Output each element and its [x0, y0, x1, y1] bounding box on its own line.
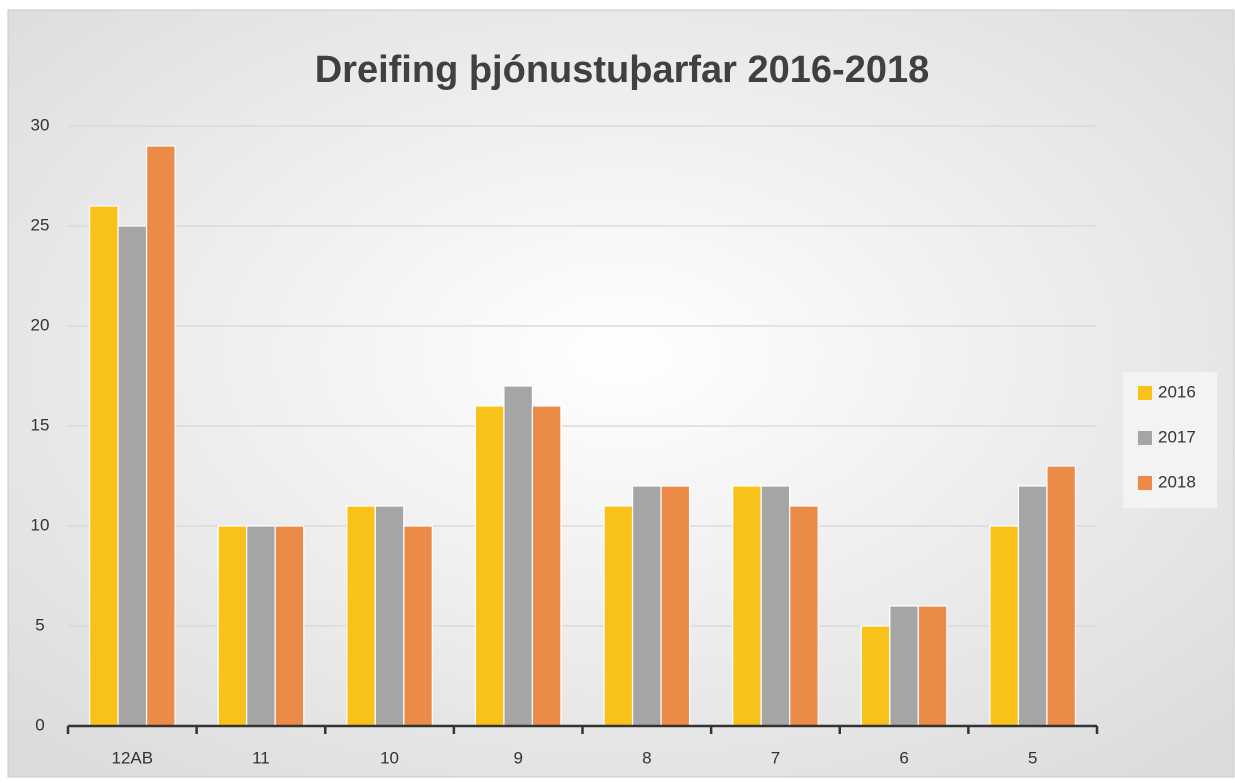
bar	[603, 505, 634, 727]
legend-swatch	[1138, 431, 1152, 445]
x-tick-label: 11	[252, 748, 270, 767]
bar	[88, 205, 119, 727]
bar	[760, 485, 791, 727]
y-tick-label: 10	[31, 515, 50, 534]
bar	[1017, 485, 1048, 727]
bar	[531, 405, 562, 727]
y-tick-label: 0	[35, 715, 44, 734]
x-tick-label: 9	[513, 748, 522, 767]
bar	[503, 385, 534, 727]
bar	[403, 525, 433, 727]
bar	[117, 225, 148, 727]
x-tick-label: 5	[1028, 748, 1037, 767]
x-tick-label: 7	[771, 748, 780, 767]
bar	[246, 525, 276, 727]
bar	[917, 605, 948, 727]
bar	[374, 505, 405, 727]
bar	[474, 405, 505, 727]
bar	[660, 485, 691, 727]
legend-swatch	[1138, 386, 1152, 400]
bar	[989, 525, 1020, 727]
legend-label: 2018	[1158, 472, 1196, 491]
bar	[789, 505, 819, 727]
y-tick-label: 5	[35, 615, 44, 634]
x-tick-label: 8	[642, 748, 651, 767]
bar	[1046, 465, 1077, 727]
bar	[145, 145, 176, 727]
x-tick-label: 6	[899, 748, 908, 767]
bar	[732, 485, 762, 727]
legend-swatch	[1138, 476, 1152, 490]
y-tick-label: 25	[31, 215, 50, 234]
bar	[860, 625, 891, 727]
bar	[346, 505, 376, 727]
x-tick-label: 10	[380, 748, 399, 767]
bar	[274, 525, 305, 727]
y-tick-label: 20	[31, 315, 50, 334]
bar	[889, 605, 919, 727]
y-tick-label: 30	[31, 115, 50, 134]
legend-label: 2016	[1158, 382, 1196, 401]
bar	[217, 525, 248, 727]
chart-title: Dreifing þjónustuþarfar 2016-2018	[315, 49, 930, 91]
bar	[631, 485, 662, 727]
x-tick-label: 12AB	[112, 748, 154, 767]
y-tick-label: 15	[31, 415, 50, 434]
legend-label: 2017	[1158, 427, 1196, 446]
